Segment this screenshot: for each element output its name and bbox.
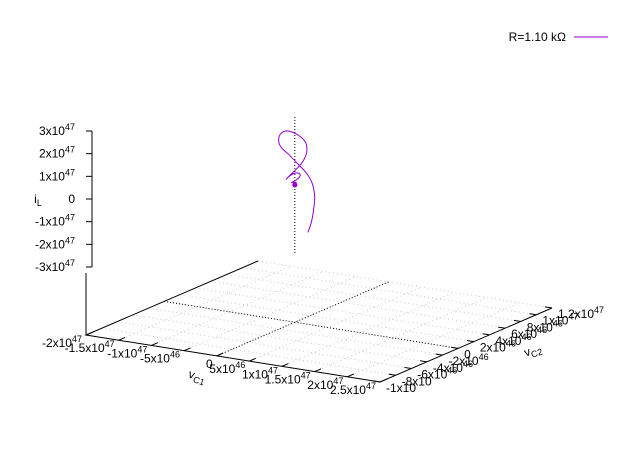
y-tick-label: 1.2x1047	[558, 305, 604, 321]
z-tick-label: 3x1047	[39, 122, 75, 138]
y-tick	[513, 319, 521, 322]
grid-line-y	[195, 287, 490, 336]
y-tick	[482, 333, 490, 336]
x-tick	[118, 336, 126, 341]
grid-line-y	[242, 267, 537, 316]
x-tick	[347, 373, 354, 378]
y-tick	[435, 353, 443, 356]
grid-line-y	[148, 307, 443, 356]
y-axis-label: vC2	[522, 341, 544, 362]
y-tick-label: -8x10	[402, 374, 432, 388]
x-tick-label: 2.5x1047	[330, 381, 376, 397]
x-tick-label: 1.5x1047	[265, 371, 311, 387]
grid-line-x	[118, 265, 291, 341]
series-line	[278, 130, 316, 233]
x-tick	[379, 378, 387, 383]
x-tick-labels: -2x1047-1.5x1047-1x1047-5x104605x10461x1…	[42, 334, 376, 397]
grid-line-y	[101, 327, 396, 376]
x-tick-label: -1x1047	[107, 344, 147, 360]
y-tick-label: -6x1046	[417, 366, 457, 382]
y-tick	[498, 326, 506, 329]
y-tick	[451, 346, 459, 349]
z-tick-label: -2x1047	[35, 235, 75, 251]
z-tick-label: 1x1047	[39, 167, 75, 183]
grid-line-x	[249, 286, 422, 362]
x-tick	[183, 347, 191, 352]
z-tick-label: 2x1047	[39, 145, 75, 161]
grid-line-x	[281, 291, 455, 367]
grid-line-x	[314, 297, 487, 373]
grid-line-y	[117, 321, 412, 370]
x-tick-label: 5x1046	[209, 360, 245, 376]
z-tick-label: 0	[68, 192, 75, 206]
x-tick-label: -1.5x1047	[65, 339, 115, 355]
y-tick-label: 0	[464, 347, 471, 361]
z-tick-label: -3x1047	[35, 258, 75, 274]
x-tick-label: 0	[206, 357, 213, 371]
zero-line	[216, 281, 389, 357]
floor-border	[84, 260, 553, 383]
grid-line-y	[179, 294, 474, 343]
x-tick	[249, 357, 256, 362]
axes: -2x1047-1.5x1047-1x1047-5x104605x10461x1…	[34, 117, 604, 397]
y-tick	[466, 340, 474, 343]
grid-line-x	[183, 276, 357, 352]
y-tick	[373, 380, 381, 383]
x-tick-label: -5x1046	[140, 350, 180, 366]
y-tick	[388, 373, 396, 376]
z-axis-label: iL	[34, 192, 42, 208]
grid-line-y	[226, 273, 521, 322]
series-endpoint	[292, 182, 298, 188]
y-tick	[419, 360, 427, 363]
y-tick	[529, 313, 537, 316]
z-tick-label: -1x1047	[35, 213, 75, 229]
grid-line-y	[164, 300, 459, 349]
legend-entry-label: R=1.10 kΩ	[509, 30, 566, 44]
y-tick-label: -4x1046	[433, 359, 473, 375]
legend: R=1.10 kΩ	[509, 30, 608, 44]
series-curve	[278, 130, 316, 233]
x-axis-label: vC1	[186, 367, 208, 388]
x-tick	[151, 342, 158, 346]
y-tick	[404, 366, 412, 370]
grid-line-y	[257, 260, 553, 309]
x-tick	[85, 331, 93, 336]
grid-line-y	[211, 280, 506, 329]
y-tick-label: -1x10	[386, 381, 416, 395]
grid-line-y	[132, 314, 427, 363]
x-tick	[314, 368, 322, 373]
x-tick	[281, 363, 289, 367]
grid-line-x	[151, 270, 324, 346]
y-tick	[545, 306, 553, 309]
x-tick	[216, 352, 224, 357]
grid-line-x	[347, 302, 520, 378]
